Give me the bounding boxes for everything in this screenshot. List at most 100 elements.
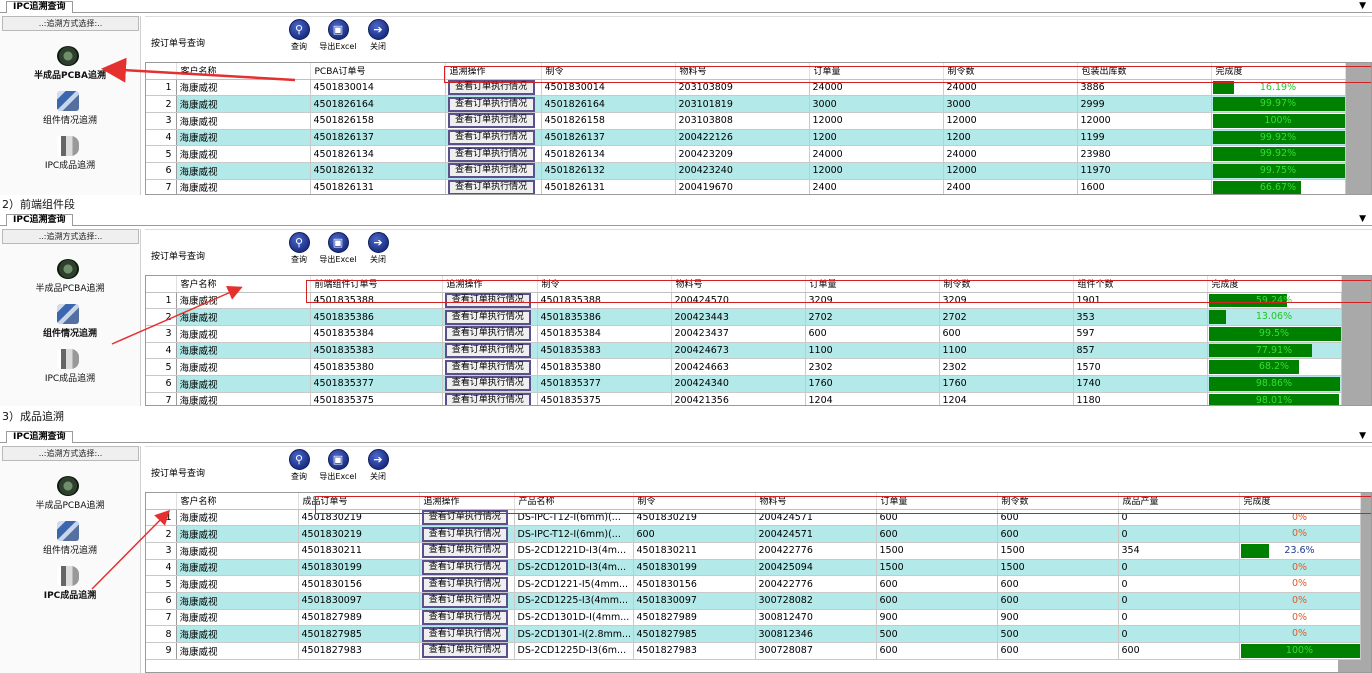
- column-header[interactable]: 制令: [537, 276, 672, 293]
- table-row[interactable]: 7 海康威视 4501835375 查看订单执行情况 4501835375 2004213…: [146, 392, 1342, 405]
- column-header[interactable]: 物料号: [755, 493, 877, 510]
- column-header[interactable]: 完成度: [1207, 276, 1342, 293]
- column-header[interactable]: 产品名称: [514, 493, 634, 510]
- view-order-execution-button[interactable]: 查看订单执行情况: [421, 576, 508, 592]
- view-order-execution-button[interactable]: 查看订单执行情况: [444, 359, 531, 375]
- column-header[interactable]: 制令数: [997, 493, 1119, 510]
- sidebar-item-ipc[interactable]: IPC成品追溯: [0, 564, 140, 610]
- tab-ipc-trace[interactable]: IPC追溯查询: [6, 1, 73, 13]
- tab-ipc-trace[interactable]: IPC追溯查询: [6, 214, 73, 226]
- table-row[interactable]: 1 海康威视 4501830219 查看订单执行情况 DS-IPC-T12-I(6mm)…: [146, 509, 1361, 527]
- view-order-execution-button[interactable]: 查看订单执行情况: [421, 626, 508, 642]
- sidebar-item-module[interactable]: 组件情况追溯: [0, 519, 140, 565]
- view-order-execution-button[interactable]: 查看订单执行情况: [447, 146, 535, 162]
- export-excel-button[interactable]: ▣ 导出Excel: [316, 19, 360, 57]
- sidebar-item-module[interactable]: 组件情况追溯: [0, 89, 140, 135]
- table-row[interactable]: 7 海康威视 4501827989 查看订单执行情况 DS-2CD1301D-I(4mm…: [146, 609, 1361, 627]
- view-order-execution-button[interactable]: 查看订单执行情况: [447, 113, 535, 129]
- column-header[interactable]: 制令数: [943, 63, 1078, 80]
- column-header[interactable]: 制令: [541, 63, 676, 80]
- query-button[interactable]: ⚲ 查询: [283, 19, 315, 57]
- close-button[interactable]: ➔ 关闭: [362, 19, 394, 57]
- sidebar-item-ipc[interactable]: IPC成品追溯: [0, 134, 140, 180]
- view-order-execution-button[interactable]: 查看订单执行情况: [444, 309, 531, 325]
- column-header[interactable]: 追溯操作: [442, 276, 538, 293]
- table-row[interactable]: 4 海康威视 4501835383 查看订单执行情况 4501835383 2004246…: [146, 342, 1342, 360]
- order-search-input[interactable]: [209, 245, 279, 260]
- view-order-execution-button[interactable]: 查看订单执行情况: [447, 163, 535, 179]
- table-row[interactable]: 4 海康威视 4501830199 查看订单执行情况 DS-2CD1201D-I3(4m…: [146, 559, 1361, 577]
- column-header[interactable]: 物料号: [675, 63, 810, 80]
- column-header[interactable]: 制令数: [939, 276, 1074, 293]
- table-row[interactable]: 8 海康威视 4501827985 查看订单执行情况 DS-2CD1301-I(2.8m…: [146, 625, 1361, 643]
- view-order-execution-button[interactable]: 查看订单执行情况: [444, 376, 531, 392]
- view-order-execution-button[interactable]: 查看订单执行情况: [444, 392, 531, 405]
- table-row[interactable]: 9 海康威视 4501827983 查看订单执行情况 DS-2CD1225D-I3(6m…: [146, 642, 1361, 660]
- view-order-execution-button[interactable]: 查看订单执行情况: [444, 292, 531, 308]
- column-header[interactable]: 追溯操作: [419, 493, 515, 510]
- view-order-execution-button[interactable]: 查看订单执行情况: [421, 609, 508, 625]
- table-row[interactable]: 6 海康威视 4501826132 查看订单执行情况 4501826132 2004232…: [146, 162, 1346, 180]
- table-row[interactable]: 1 海康威视 4501835388 查看订单执行情况 4501835388 2004245…: [146, 292, 1342, 310]
- order-search-input[interactable]: [209, 32, 279, 47]
- sidebar-item-pcba[interactable]: 半成品PCBA追溯: [0, 257, 140, 303]
- column-header[interactable]: 完成度: [1239, 493, 1361, 510]
- table-row[interactable]: 3 海康威视 4501826158 查看订单执行情况 4501826158 2031038…: [146, 112, 1346, 130]
- column-header[interactable]: 前端组件订单号: [310, 276, 443, 293]
- view-order-execution-button[interactable]: 查看订单执行情况: [447, 96, 535, 112]
- table-row[interactable]: 5 海康威视 4501826134 查看订单执行情况 4501826134 2004232…: [146, 145, 1346, 163]
- tab-dropdown-icon[interactable]: ▼: [1359, 214, 1366, 224]
- column-header[interactable]: 制令: [633, 493, 756, 510]
- column-header[interactable]: 客户名称: [176, 276, 311, 293]
- column-header[interactable]: 成品产量: [1118, 493, 1240, 510]
- view-order-execution-button[interactable]: 查看订单执行情况: [421, 509, 508, 525]
- view-order-execution-button[interactable]: 查看订单执行情况: [421, 526, 508, 542]
- column-header[interactable]: 订单量: [876, 493, 998, 510]
- sidebar-item-ipc[interactable]: IPC成品追溯: [0, 347, 140, 393]
- view-order-execution-button[interactable]: 查看订单执行情况: [444, 342, 531, 358]
- view-order-execution-button[interactable]: 查看订单执行情况: [421, 593, 508, 609]
- close-button[interactable]: ➔ 关闭: [362, 449, 394, 487]
- table-row[interactable]: 7 海康威视 4501826131 查看订单执行情况 4501826131 2004196…: [146, 179, 1346, 194]
- query-button[interactable]: ⚲ 查询: [283, 449, 315, 487]
- table-row[interactable]: 5 海康威视 4501830156 查看订单执行情况 DS-2CD1221-I5(4mm…: [146, 575, 1361, 593]
- sidebar-item-pcba[interactable]: 半成品PCBA追溯: [0, 474, 140, 520]
- table-row[interactable]: 2 海康威视 4501830219 查看订单执行情况 DS-IPC-T12-I(6mm)…: [146, 525, 1361, 543]
- view-order-execution-button[interactable]: 查看订单执行情况: [447, 79, 535, 95]
- table-row[interactable]: 6 海康威视 4501830097 查看订单执行情况 DS-2CD1225-I3(4mm…: [146, 592, 1361, 610]
- column-header[interactable]: 客户名称: [176, 63, 311, 80]
- order-search-input[interactable]: [209, 462, 279, 477]
- column-header[interactable]: 成品订单号: [298, 493, 420, 510]
- view-order-execution-button[interactable]: 查看订单执行情况: [421, 643, 508, 659]
- view-order-execution-button[interactable]: 查看订单执行情况: [447, 129, 535, 145]
- export-excel-button[interactable]: ▣ 导出Excel: [316, 232, 360, 270]
- table-row[interactable]: 4 海康威视 4501826137 查看订单执行情况 4501826137 2004221…: [146, 129, 1346, 147]
- vertical-scrollbar[interactable]: [1338, 276, 1371, 405]
- column-header[interactable]: 订单量: [805, 276, 940, 293]
- table-row[interactable]: 6 海康威视 4501835377 查看订单执行情况 4501835377 2004243…: [146, 375, 1342, 393]
- view-order-execution-button[interactable]: 查看订单执行情况: [444, 326, 531, 342]
- table-row[interactable]: 2 海康威视 4501835386 查看订单执行情况 4501835386 2004234…: [146, 308, 1342, 326]
- column-header[interactable]: 包装出库数: [1077, 63, 1212, 80]
- table-row[interactable]: 2 海康威视 4501826164 查看订单执行情况 4501826164 2031018…: [146, 95, 1346, 113]
- column-header[interactable]: PCBA订单号: [310, 63, 446, 80]
- sidebar-item-pcba[interactable]: 半成品PCBA追溯: [0, 44, 140, 90]
- view-order-execution-button[interactable]: 查看订单执行情况: [421, 543, 508, 559]
- tab-dropdown-icon[interactable]: ▼: [1359, 431, 1366, 441]
- view-order-execution-button[interactable]: 查看订单执行情况: [421, 559, 508, 575]
- export-excel-button[interactable]: ▣ 导出Excel: [316, 449, 360, 487]
- column-header[interactable]: 完成度: [1211, 63, 1346, 80]
- column-header[interactable]: 物料号: [671, 276, 806, 293]
- tab-dropdown-icon[interactable]: ▼: [1359, 1, 1366, 11]
- table-row[interactable]: 3 海康威视 4501830211 查看订单执行情况 DS-2CD1221D-I3(4m…: [146, 542, 1361, 560]
- column-header[interactable]: 组件个数: [1073, 276, 1208, 293]
- query-button[interactable]: ⚲ 查询: [283, 232, 315, 270]
- view-order-execution-button[interactable]: 查看订单执行情况: [447, 179, 535, 194]
- column-header[interactable]: 追溯操作: [445, 63, 542, 80]
- column-header[interactable]: 订单量: [809, 63, 944, 80]
- column-header[interactable]: 客户名称: [176, 493, 299, 510]
- tab-ipc-trace[interactable]: IPC追溯查询: [6, 431, 73, 443]
- close-button[interactable]: ➔ 关闭: [362, 232, 394, 270]
- sidebar-item-module[interactable]: 组件情况追溯: [0, 302, 140, 348]
- table-row[interactable]: 3 海康威视 4501835384 查看订单执行情况 4501835384 2004234…: [146, 325, 1342, 343]
